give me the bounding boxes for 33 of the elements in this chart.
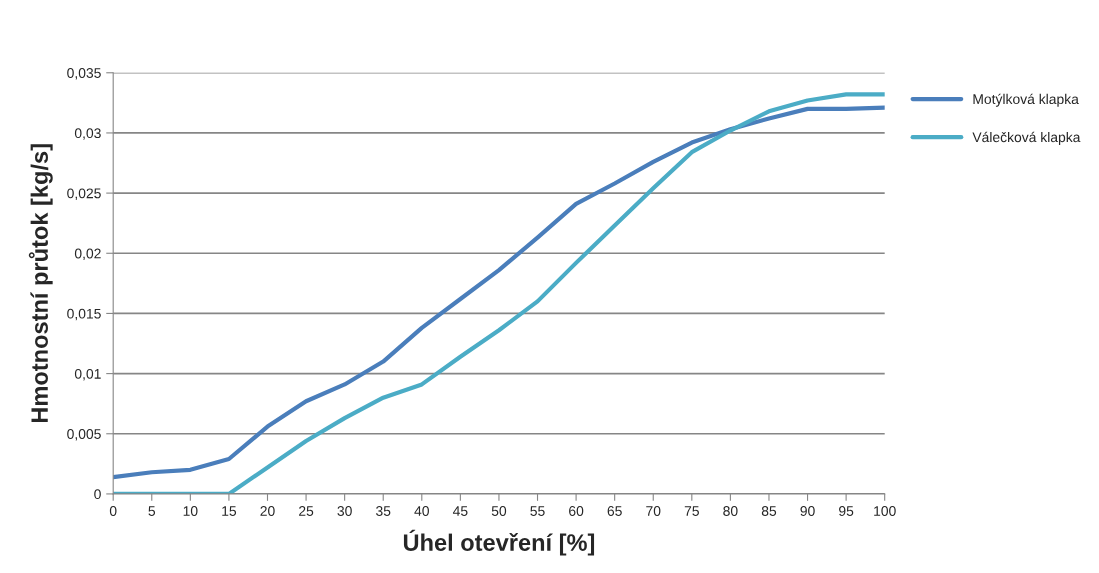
legend-label: Motýlková klapka	[973, 93, 1079, 107]
y-tick-label: 0,035	[67, 68, 101, 80]
x-tick-label: 85	[761, 506, 777, 516]
x-tick-label: 5	[148, 506, 156, 516]
x-tick-label: 60	[569, 506, 584, 516]
x-tick-label: 15	[222, 506, 237, 516]
x-tick-label: 75	[684, 506, 699, 516]
x-tick-label: 55	[530, 506, 545, 516]
y-tick-label: 0,025	[67, 188, 101, 200]
x-tick-label: 0	[109, 506, 117, 516]
x-tick-label: 100	[874, 506, 896, 516]
x-tick-label: 90	[800, 506, 815, 516]
x-tick-label: 45	[452, 506, 468, 516]
x-axis-title: Úhel otevření [%]	[403, 529, 595, 556]
y-tick-label: 0,01	[74, 368, 101, 381]
x-tick-label: 10	[183, 506, 198, 516]
x-tick-label: 35	[376, 506, 391, 516]
x-tick-label: 20	[260, 506, 275, 516]
x-tick-label: 40	[414, 506, 429, 516]
y-tick-label: 0,015	[67, 308, 101, 321]
x-tick-label: 50	[491, 506, 507, 516]
y-tick-label: 0,005	[67, 429, 101, 441]
legend-label: Válečková klapka	[972, 131, 1081, 145]
x-tick-label: 95	[839, 506, 854, 516]
y-tick-label: 0,03	[74, 128, 101, 140]
x-tick-label: 65	[607, 506, 622, 516]
y-tick-label: 0,02	[74, 248, 101, 261]
y-tick-label: 0	[94, 489, 101, 500]
x-tick-label: 70	[646, 506, 661, 516]
x-tick-label: 25	[299, 506, 314, 516]
x-tick-label: 80	[723, 506, 738, 516]
x-tick-label: 30	[337, 506, 352, 516]
y-axis-title: Hmotnostní průtok [kg/s]	[28, 144, 53, 423]
